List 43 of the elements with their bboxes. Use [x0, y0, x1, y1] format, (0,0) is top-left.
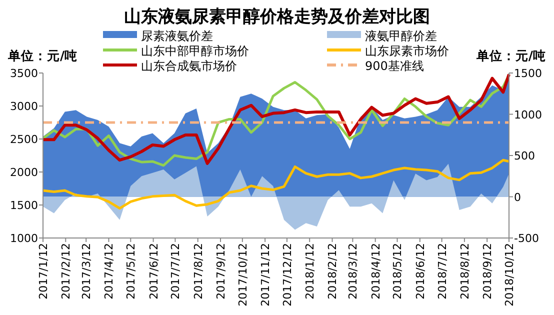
x-tick-label: 2018/6/12 — [414, 243, 427, 300]
x-tick-label: 2017/11/12 — [259, 243, 272, 306]
x-tick-label: 2018/2/12 — [326, 243, 340, 300]
y2-tick-label: 0 — [514, 190, 521, 204]
line-series — [42, 158, 510, 210]
x-tick-label: 2018/8/12 — [458, 243, 472, 300]
x-tick-label: 2018/3/12 — [346, 243, 360, 300]
y2-tick-label: 500 — [514, 150, 535, 162]
y-axis-title: 单位：元/吨 — [7, 48, 78, 63]
x-tick-label: 2017/2/12 — [60, 243, 73, 300]
y2-tick-label: 1000 — [514, 108, 542, 122]
y-tick-label: 1000 — [10, 232, 38, 245]
y-tick-label: 1500 — [10, 199, 38, 212]
y2-axis-title: 单位：元/吨 — [475, 48, 546, 63]
x-tick-label: 2018/1/12 — [304, 243, 317, 300]
x-tick-label: 2017/8/12 — [192, 243, 205, 300]
y-tick-label: 3500 — [10, 67, 38, 80]
legend-label: 液氨甲醇价差 — [365, 29, 437, 43]
y-tick-label: 3000 — [10, 100, 38, 113]
chart-title: 山东液氨尿素甲醇价格走势及价差对比图 — [124, 7, 430, 27]
legend-label: 900基准线 — [365, 59, 424, 73]
x-tick-label: 2018/4/12 — [369, 243, 382, 300]
x-tick-label: 2018/9/12 — [481, 243, 494, 300]
legend-label: 山东尿素市场价 — [365, 44, 449, 58]
x-tick-label: 2018/10/12 — [503, 243, 516, 306]
x-tick-label: 2017/9/12 — [214, 243, 228, 300]
x-tick-label: 2017/3/12 — [80, 243, 94, 300]
x-tick-label: 2017/10/12 — [236, 243, 250, 306]
y-tick-label: 2000 — [10, 166, 38, 179]
legend-label: 山东合成氨市场价 — [141, 59, 237, 73]
y2-tick-label: -500 — [514, 232, 539, 245]
x-tick-label: 2017/4/12 — [102, 243, 116, 300]
x-tick-label: 2017/5/12 — [124, 243, 138, 300]
y2-tick-label: 1500 — [514, 67, 542, 80]
x-tick-label: 2017/6/12 — [147, 243, 160, 300]
y-tick-label: 2500 — [10, 133, 38, 146]
legend-label: 山东中部甲醇市场价 — [141, 44, 249, 58]
x-tick-label: 2017/12/12 — [280, 243, 294, 306]
x-tick-label: 2017/7/12 — [169, 243, 182, 300]
x-tick-label: 2018/5/12 — [391, 243, 404, 300]
legend-label: 尿素液氨价差 — [141, 29, 213, 43]
x-tick-label: 2017/1/12 — [37, 243, 50, 300]
x-tick-label: 2018/7/12 — [436, 243, 449, 300]
